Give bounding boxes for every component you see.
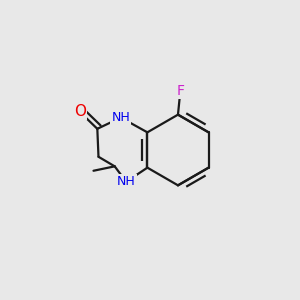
Text: NH: NH — [117, 175, 136, 188]
Text: F: F — [176, 84, 184, 98]
Text: NH: NH — [112, 111, 130, 124]
Text: O: O — [74, 104, 86, 119]
